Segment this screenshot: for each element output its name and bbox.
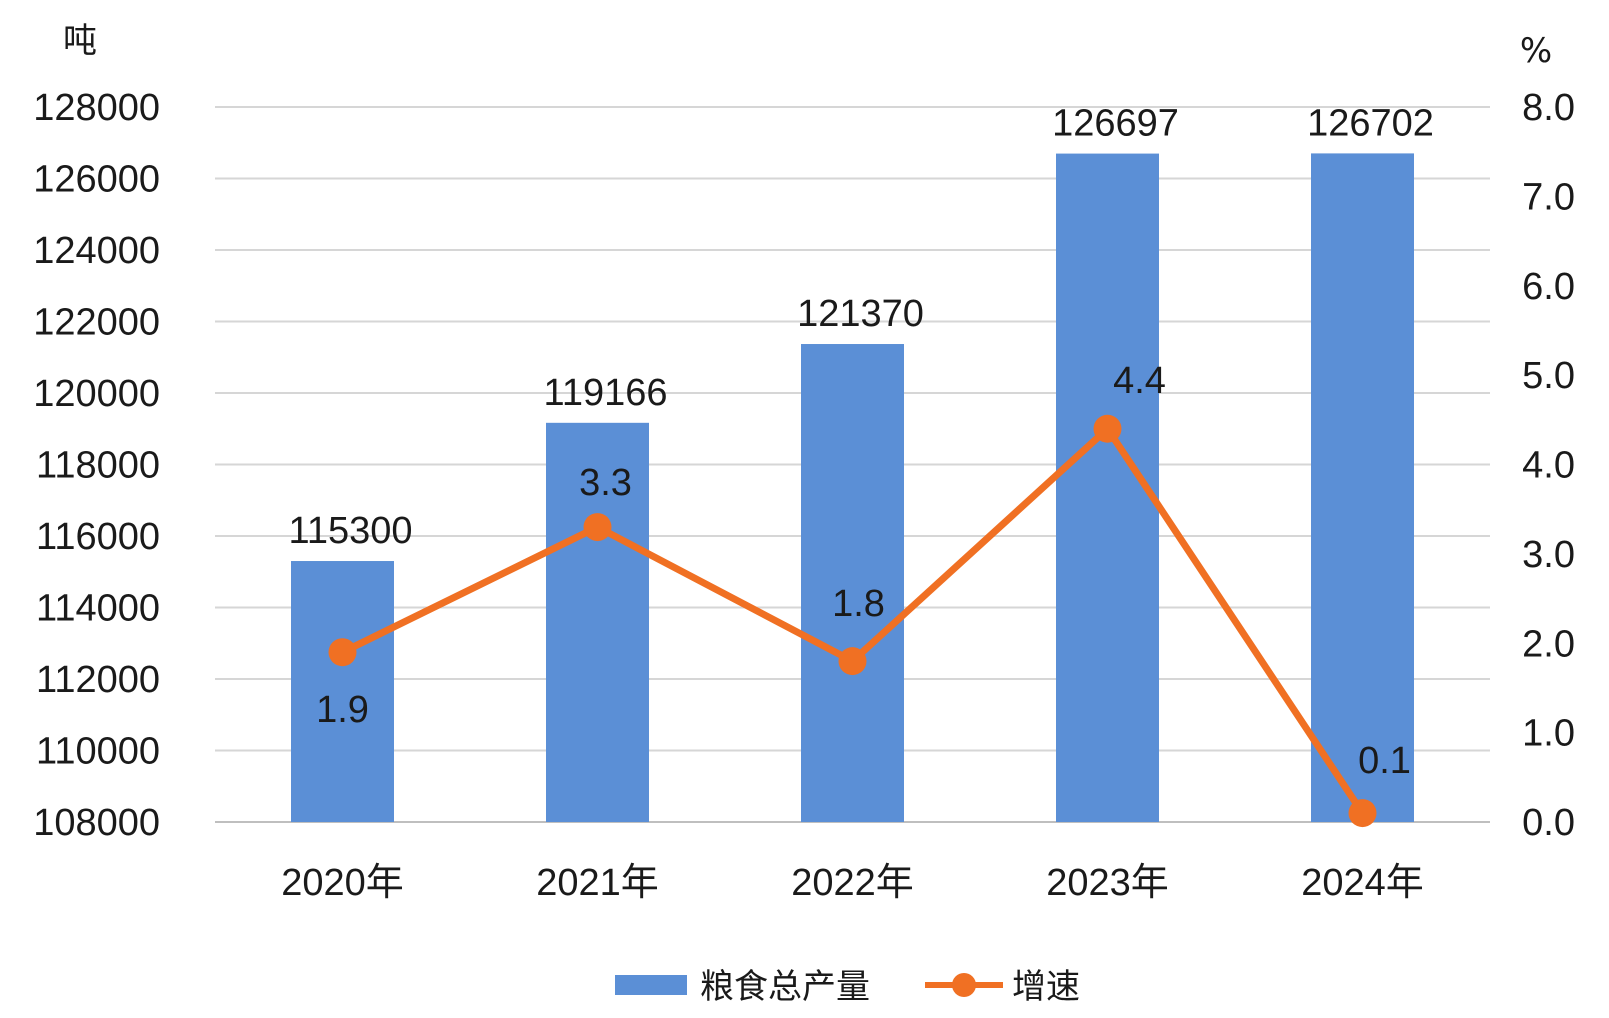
left-axis-tick-label: 112000: [36, 659, 160, 701]
left-axis-unit: 吨: [63, 21, 97, 61]
right-axis-tick-label: 8.0: [1522, 87, 1575, 129]
bar-series: [291, 153, 1414, 822]
left-axis-tick-label: 118000: [36, 445, 160, 487]
x-axis-tick-label: 2021年: [536, 862, 659, 904]
line-point: [838, 647, 867, 676]
bar: [801, 344, 904, 822]
left-axis-tick-label: 116000: [36, 516, 160, 558]
legend-swatch-marker: [952, 973, 976, 997]
legend: 粮食总产量 增速: [615, 967, 1080, 1007]
right-axis-tick-label: 4.0: [1522, 445, 1575, 487]
line-value-label: 1.8: [832, 583, 885, 625]
x-axis-tick-label: 2023年: [1046, 862, 1169, 904]
bar: [1311, 153, 1414, 822]
left-axis-tick-label: 124000: [33, 230, 160, 272]
line-value-label: 3.3: [579, 462, 632, 504]
line-point: [1348, 799, 1377, 828]
right-axis-tick-label: 0.0: [1522, 802, 1575, 844]
right-axis-tick-label: 5.0: [1522, 355, 1575, 397]
bar-value-label: 126697: [1052, 103, 1179, 145]
line-point: [328, 638, 357, 667]
line-value-label: 0.1: [1358, 740, 1411, 782]
bar: [546, 422, 649, 822]
left-axis-tick-label: 108000: [33, 802, 160, 844]
left-axis-tick-label: 126000: [33, 159, 160, 201]
line-point: [583, 513, 612, 542]
right-axis-tick-label: 1.0: [1522, 713, 1575, 755]
x-axis-tick-label: 2022年: [791, 862, 914, 904]
line-series: [328, 414, 1377, 828]
right-axis-tick-label: 7.0: [1522, 176, 1575, 218]
left-axis-tick-label: 120000: [33, 373, 160, 415]
left-axis-tick-label: 122000: [33, 302, 160, 344]
left-axis-tick-label: 128000: [33, 87, 160, 129]
right-axis-unit: %: [1520, 31, 1552, 71]
bar-value-label: 126702: [1307, 102, 1434, 144]
bar-value-label: 115300: [289, 510, 413, 552]
bar: [1056, 153, 1159, 822]
x-axis-tick-label: 2020年: [281, 862, 404, 904]
axes: 108000 110000 112000 114000 116000 118000 1200…: [33, 87, 1575, 904]
legend-label-bar: 粮食总产量: [700, 967, 870, 1007]
left-axis-tick-label: 110000: [36, 731, 160, 773]
line-value-label: 1.9: [316, 689, 369, 731]
line-point: [1093, 414, 1122, 443]
data-labels: 115300 119166 121370 126697 126702 1.9 3.3 1.8 4…: [289, 102, 1434, 782]
x-axis-tick-label: 2024年: [1301, 862, 1424, 904]
right-axis-tick-label: 6.0: [1522, 266, 1575, 308]
bar-value-label: 119166: [544, 372, 668, 414]
bar-value-label: 121370: [797, 293, 924, 335]
right-axis-tick-label: 2.0: [1522, 623, 1575, 665]
left-axis-tick-label: 114000: [36, 588, 160, 630]
right-axis-tick-label: 3.0: [1522, 534, 1575, 576]
legend-swatch-bar: [615, 975, 687, 995]
legend-label-line: 增速: [1012, 967, 1080, 1007]
bar: [291, 561, 394, 822]
line-value-label: 4.4: [1113, 360, 1166, 402]
